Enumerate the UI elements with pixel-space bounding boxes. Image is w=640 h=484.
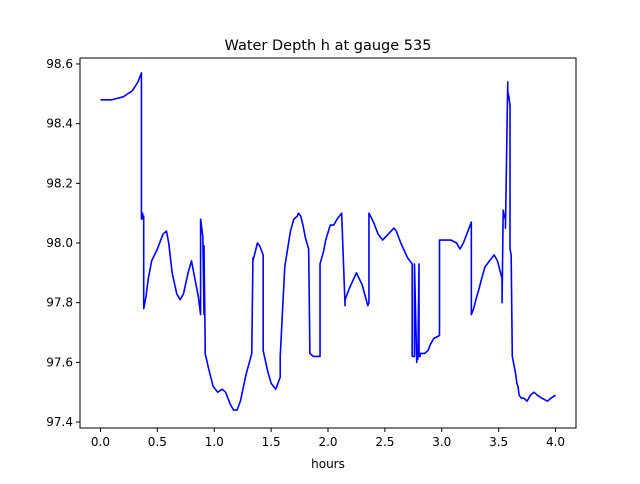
x-tick-label: 3.0 (432, 435, 451, 449)
y-tick-label: 98.0 (46, 236, 73, 250)
y-tick-label: 98.2 (46, 176, 73, 190)
x-tick-label: 0.5 (148, 435, 167, 449)
x-tick-label: 2.5 (375, 435, 394, 449)
series-layer (100, 72, 556, 411)
x-tick-label: 0.0 (91, 435, 110, 449)
x-tick-label: 2.0 (318, 435, 337, 449)
x-tick-label: 3.5 (489, 435, 508, 449)
plot-area (80, 58, 576, 428)
x-axis-label: hours (311, 457, 345, 471)
x-axis: 0.0 0.5 1.0 1.5 2.0 2.5 3.0 3.5 4.0 (91, 428, 565, 449)
chart-title: Water Depth h at gauge 535 (225, 38, 432, 54)
axes-frame (79, 57, 577, 429)
series-line-0 (100, 72, 556, 411)
x-tick-label: 1.0 (205, 435, 224, 449)
y-axis: 97.4 97.6 97.8 98.0 98.2 98.4 98.6 (46, 57, 80, 429)
y-tick-label: 97.8 (46, 296, 73, 310)
y-tick-label: 97.4 (46, 415, 73, 429)
y-tick-label: 98.4 (46, 117, 73, 131)
y-tick-label: 98.6 (46, 57, 73, 71)
y-tick-label: 97.6 (46, 355, 73, 369)
x-tick-label: 1.5 (262, 435, 281, 449)
x-tick-label: 4.0 (546, 435, 565, 449)
